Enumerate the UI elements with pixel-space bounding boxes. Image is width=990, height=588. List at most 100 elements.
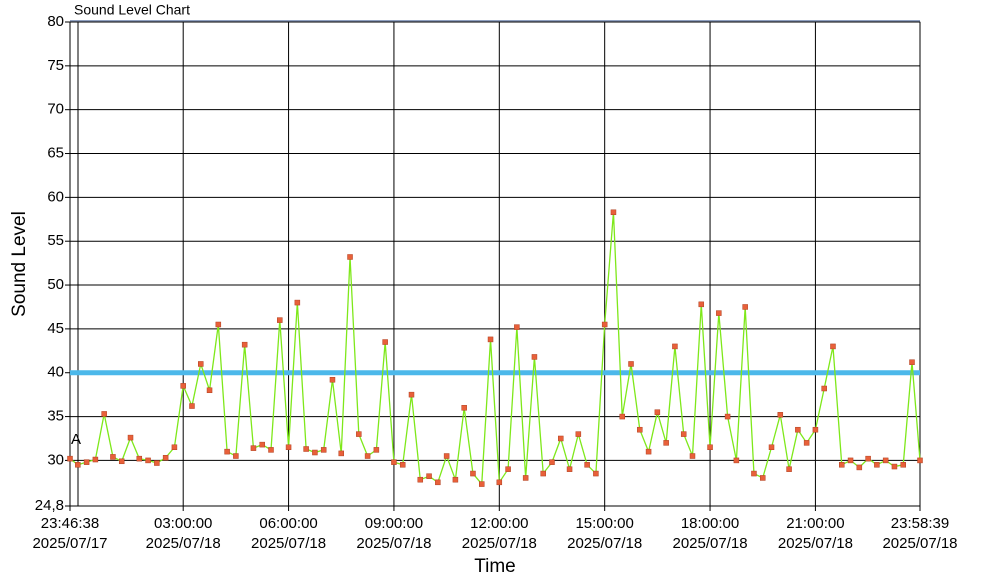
data-point (233, 453, 239, 459)
data-point (399, 462, 406, 468)
data-point (645, 448, 652, 455)
data-point (566, 466, 573, 472)
data-point (496, 479, 503, 486)
data-point (461, 405, 467, 411)
x-tick-label: 2025/07/17 (32, 535, 107, 552)
x-tick-label: 18:00:00 (681, 515, 739, 532)
data-point (206, 387, 213, 394)
x-tick-label: 2025/07/18 (882, 535, 957, 552)
y-tick-label: 35 (47, 408, 64, 425)
y-tick-label: 80 (47, 13, 64, 30)
data-point (707, 444, 713, 451)
x-tick-label: 12:00:00 (470, 515, 528, 532)
data-point (382, 339, 388, 345)
data-point (67, 455, 73, 462)
data-point (549, 459, 555, 465)
data-point (803, 440, 810, 446)
data-point (663, 440, 669, 446)
data-point (417, 476, 424, 483)
data-point (171, 444, 178, 451)
data-point (610, 209, 617, 216)
data-point (487, 336, 494, 343)
data-point (118, 458, 125, 465)
data-point (101, 411, 107, 417)
data-point (110, 454, 116, 460)
data-point (795, 426, 801, 433)
data-point (575, 431, 582, 437)
data-point (628, 361, 634, 367)
data-point (224, 448, 230, 455)
data-point (426, 473, 432, 479)
y-tick-label: 30 (47, 451, 64, 468)
y-tick-label: 65 (47, 144, 64, 161)
data-point (637, 426, 643, 433)
data-point (698, 301, 705, 308)
data-point (391, 459, 397, 465)
data-point (75, 462, 81, 468)
data-point (839, 462, 845, 468)
x-tick-label: 2025/07/18 (673, 535, 748, 552)
data-point (812, 426, 819, 433)
data-point (259, 441, 265, 448)
data-point (891, 463, 898, 470)
data-point (347, 254, 353, 260)
x-tick-label: 09:00:00 (365, 515, 423, 532)
data-point (435, 479, 441, 486)
x-tick-label: 21:00:00 (786, 515, 844, 532)
data-point (364, 453, 371, 459)
x-tick-label: 2025/07/18 (567, 535, 642, 552)
x-tick-label: 23:58:39 (891, 515, 949, 532)
data-point (478, 481, 485, 487)
data-point (285, 444, 292, 451)
data-point (470, 470, 476, 477)
x-tick-label: 2025/07/18 (778, 535, 853, 552)
data-point (856, 464, 863, 471)
data-point (329, 376, 336, 383)
x-tick-label: 2025/07/18 (356, 535, 431, 552)
x-tick-label: 03:00:00 (154, 515, 212, 532)
y-tick-label: 50 (47, 276, 64, 293)
y-tick-label: 55 (47, 232, 64, 249)
y-tick-label: 24,8 (35, 497, 64, 514)
data-point (145, 457, 151, 464)
data-point (522, 475, 529, 481)
chart-title: Sound Level Chart (74, 2, 190, 18)
data-point (136, 455, 143, 462)
data-point (356, 431, 362, 437)
data-point (250, 445, 257, 451)
data-point (865, 455, 871, 462)
data-point (277, 317, 283, 323)
data-point (408, 391, 415, 398)
data-point (680, 431, 687, 437)
data-point (92, 456, 99, 463)
data-point (312, 449, 318, 456)
y-tick-label: 40 (47, 364, 64, 381)
data-point (742, 304, 748, 310)
data-point (584, 462, 590, 468)
data-point (672, 343, 678, 350)
data-point (154, 460, 160, 466)
data-point (716, 310, 722, 316)
x-axis-label: Time (474, 556, 516, 577)
y-tick-label: 70 (47, 101, 64, 118)
data-point (505, 466, 511, 472)
data-point (654, 409, 661, 415)
data-point (593, 470, 599, 477)
data-point (874, 462, 880, 468)
data-point (751, 470, 757, 477)
x-tick-label: 06:00:00 (259, 515, 317, 532)
data-point (768, 444, 775, 451)
data-point (917, 457, 923, 464)
data-point (338, 450, 345, 457)
data-point (558, 435, 564, 442)
data-point (909, 359, 915, 365)
data-point (294, 299, 301, 306)
data-point (830, 343, 836, 350)
data-point (847, 457, 854, 464)
y-tick-label: 45 (47, 320, 64, 337)
data-point (514, 324, 520, 330)
data-point (162, 455, 169, 461)
data-point (198, 361, 204, 367)
data-point (443, 453, 450, 459)
